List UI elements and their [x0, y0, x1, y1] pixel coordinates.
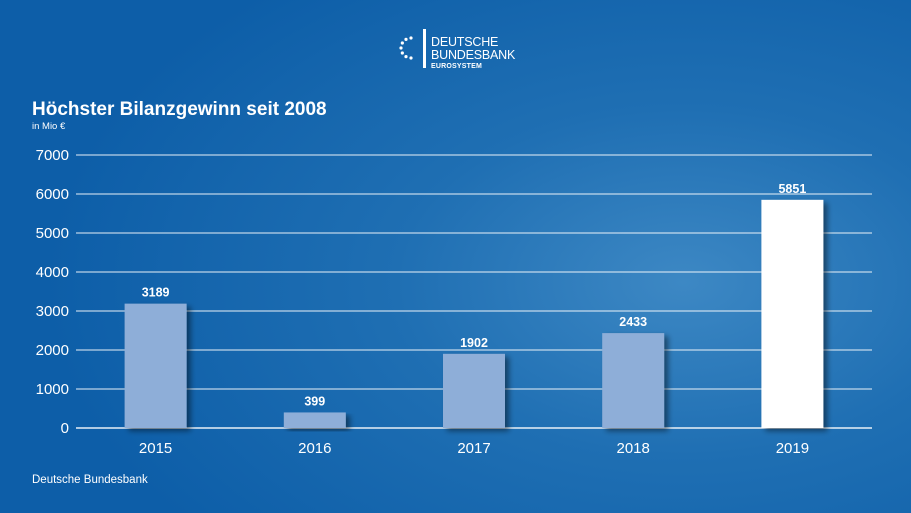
star-icon: [400, 41, 404, 45]
bar-2017: [443, 353, 505, 428]
logo-line-3: EUROSYSTEM: [431, 63, 483, 70]
y-tick-label: 6000: [36, 186, 69, 203]
bundesbank-logo: DEUTSCHE BUNDESBANK EUROSYSTEM: [398, 29, 515, 71]
y-tick-label: 0: [61, 420, 69, 437]
bar-2019: [761, 199, 824, 428]
star-icon: [409, 56, 413, 60]
data-label-2017: 1902: [460, 336, 488, 350]
data-label-2018: 2433: [619, 315, 647, 329]
eu-stars-icon: [399, 36, 413, 60]
data-labels: 3189 399 1902 2433 5851: [142, 182, 807, 409]
logo-line-1: DEUTSCHE: [431, 35, 499, 49]
data-label-2019: 5851: [778, 182, 806, 196]
x-tick-label-2015: 2015: [139, 440, 172, 457]
x-tick-label-2017: 2017: [457, 440, 490, 457]
chart-unit-label: in Mio €: [32, 121, 66, 132]
bar-2018: [602, 333, 665, 428]
chart-title: Höchster Bilanzgewinn seit 2008: [32, 99, 327, 120]
star-icon: [409, 36, 413, 40]
x-tick-label-2019: 2019: [776, 440, 809, 457]
logo-text: DEUTSCHE BUNDESBANK EUROSYSTEM: [431, 29, 515, 70]
y-tick-label: 4000: [36, 264, 69, 281]
y-tick-label: 5000: [36, 225, 69, 242]
source-footer: Deutsche Bundesbank: [32, 474, 148, 486]
y-tick-label: 1000: [36, 381, 69, 398]
bars: [124, 199, 824, 428]
x-axis-tick-labels: 2015 2016 2017 2018 2019: [139, 440, 809, 457]
logo-divider: [423, 29, 426, 68]
y-tick-label: 3000: [36, 303, 69, 320]
x-tick-label-2018: 2018: [617, 440, 650, 457]
y-axis-tick-labels: 0 1000 2000 3000 4000 5000 6000 7000: [36, 147, 69, 437]
star-icon: [400, 51, 404, 55]
star-icon: [399, 46, 403, 50]
star-icon: [404, 55, 408, 59]
star-icon: [404, 37, 408, 41]
data-label-2016: 399: [304, 394, 325, 408]
data-label-2015: 3189: [142, 286, 170, 300]
x-tick-label-2016: 2016: [298, 440, 331, 457]
logo-line-2: BUNDESBANK: [431, 47, 516, 62]
y-tick-label: 7000: [36, 147, 69, 164]
bar-2016: [283, 412, 346, 428]
bar-2015: [124, 303, 187, 428]
y-tick-label: 2000: [36, 342, 69, 359]
